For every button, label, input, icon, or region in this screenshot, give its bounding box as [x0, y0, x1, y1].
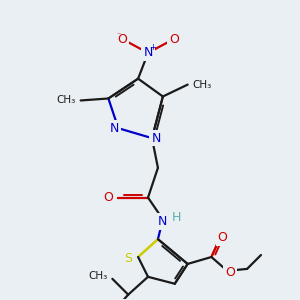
- Text: CH₃: CH₃: [193, 80, 212, 90]
- Text: CH₃: CH₃: [88, 271, 107, 281]
- Text: O: O: [218, 231, 227, 244]
- Text: H: H: [172, 211, 181, 224]
- Text: O: O: [225, 266, 235, 279]
- Text: O: O: [169, 32, 179, 46]
- Text: S: S: [124, 253, 132, 266]
- Text: N: N: [151, 132, 160, 145]
- Text: O: O: [103, 191, 113, 204]
- Text: +: +: [149, 44, 156, 52]
- Text: N: N: [143, 46, 153, 59]
- Text: O: O: [117, 32, 127, 46]
- Text: CH₃: CH₃: [56, 95, 76, 106]
- Text: N: N: [158, 215, 168, 228]
- Text: ⁻: ⁻: [116, 31, 121, 40]
- Text: N: N: [110, 122, 119, 135]
